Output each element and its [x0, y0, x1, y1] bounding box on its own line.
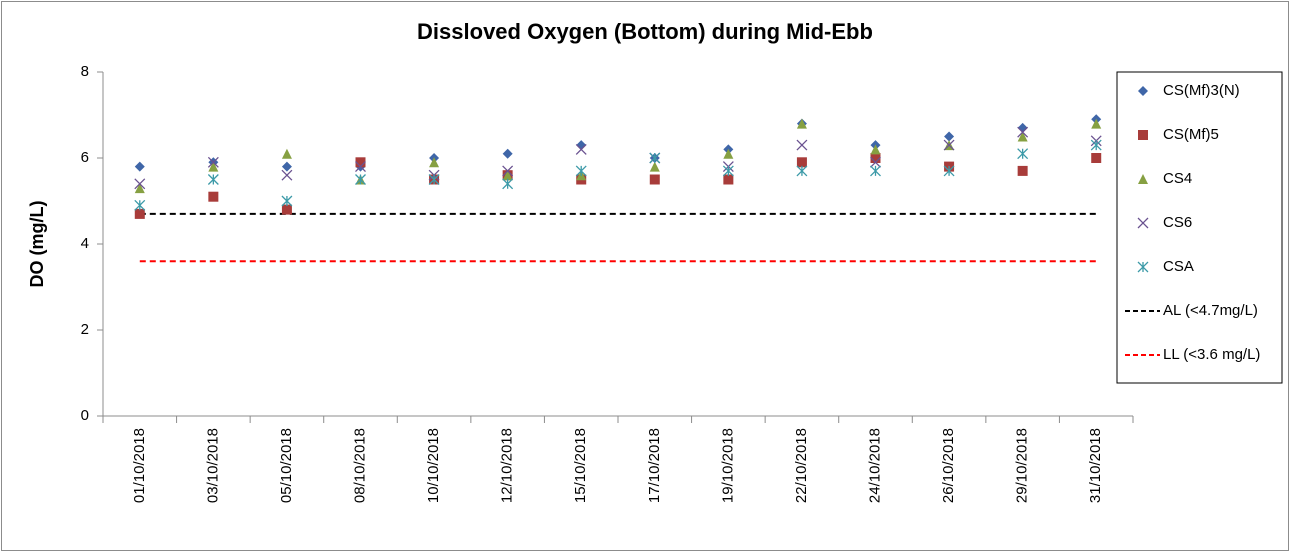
marker-diamond	[944, 131, 955, 142]
x-tick-label: 15/10/2018	[572, 428, 589, 503]
marker-triangle	[134, 183, 145, 194]
marker-square	[1091, 153, 1102, 163]
marker-asterisk	[943, 165, 955, 177]
marker-asterisk	[281, 195, 293, 207]
marker-triangle	[649, 161, 660, 172]
x-tick-label: 10/10/2018	[425, 428, 442, 503]
x-tick-label: 29/10/2018	[1014, 428, 1031, 503]
y-tick-label: 2	[81, 321, 89, 338]
marker-square	[796, 157, 807, 168]
marker-asterisk	[428, 174, 440, 185]
legend-label: CS(Mf)3(N)	[1163, 82, 1240, 99]
marker-triangle	[429, 157, 440, 168]
marker-asterisk	[1017, 148, 1029, 160]
marker-asterisk	[207, 174, 219, 185]
x-tick-label: 31/10/2018	[1087, 428, 1104, 503]
marker-x	[870, 156, 881, 168]
marker-diamond	[134, 161, 145, 172]
marker-x	[575, 143, 587, 155]
marker-square	[208, 191, 219, 202]
marker-asterisk	[649, 152, 661, 164]
marker-triangle	[1017, 131, 1028, 142]
legend-label: CS(Mf)5	[1163, 126, 1219, 143]
chart-title: Dissloved Oxygen (Bottom) during Mid-Ebb	[417, 19, 873, 44]
marker-asterisk	[502, 178, 514, 190]
marker-triangle	[723, 148, 734, 159]
marker-x	[281, 169, 293, 181]
x-tick-label: 17/10/2018	[646, 428, 663, 503]
marker-triangle	[870, 144, 881, 155]
marker-triangle	[502, 170, 513, 181]
x-tick-label: 24/10/2018	[866, 428, 883, 503]
legend-label: AL (<4.7mg/L)	[1163, 302, 1258, 319]
marker-square	[723, 174, 734, 185]
marker-diamond	[1138, 86, 1148, 96]
marker-square	[870, 153, 881, 163]
marker-x	[1137, 217, 1149, 229]
marker-square	[134, 208, 145, 219]
marker-x	[943, 139, 955, 151]
marker-asterisk	[575, 165, 587, 177]
marker-square	[281, 204, 292, 215]
marker-x	[207, 156, 219, 168]
marker-square	[1138, 130, 1148, 140]
marker-triangle	[796, 118, 807, 129]
legend-label: CS4	[1163, 170, 1192, 187]
marker-square	[355, 157, 366, 168]
legend-label: LL (<3.6 mg/L)	[1163, 346, 1260, 363]
marker-asterisk	[1137, 261, 1149, 273]
marker-asterisk	[1090, 139, 1102, 151]
marker-asterisk	[355, 174, 366, 185]
marker-x	[1017, 126, 1029, 138]
legend-label: CSA	[1163, 258, 1194, 275]
y-tick-label: 8	[81, 63, 89, 80]
marker-triangle	[1091, 118, 1102, 129]
marker-triangle	[281, 148, 292, 159]
marker-square	[649, 174, 660, 185]
marker-x	[796, 139, 808, 151]
marker-asterisk	[870, 165, 881, 177]
marker-triangle	[208, 161, 219, 172]
marker-asterisk	[134, 199, 146, 211]
marker-asterisk	[722, 165, 734, 177]
x-tick-label: 19/10/2018	[719, 428, 736, 503]
legend-box	[1116, 71, 1283, 384]
x-tick-label: 01/10/2018	[131, 428, 148, 503]
marker-diamond	[281, 161, 292, 172]
marker-triangle	[1138, 174, 1148, 184]
marker-square	[1017, 165, 1028, 176]
marker-asterisk	[796, 165, 808, 177]
y-tick-label: 6	[81, 149, 89, 166]
y-tick-label: 4	[81, 235, 89, 252]
x-tick-label: 03/10/2018	[204, 428, 221, 503]
legend-label: CS6	[1163, 214, 1192, 231]
y-axis-label: DO (mg/L)	[27, 201, 47, 288]
marker-x	[355, 161, 366, 173]
x-tick-label: 08/10/2018	[351, 428, 368, 503]
marker-x	[502, 165, 514, 177]
x-tick-label: 22/10/2018	[793, 428, 810, 503]
x-tick-label: 26/10/2018	[940, 428, 957, 503]
y-tick-label: 0	[81, 407, 89, 424]
x-tick-label: 12/10/2018	[499, 428, 516, 503]
x-tick-label: 05/10/2018	[278, 428, 295, 503]
marker-x	[134, 178, 146, 190]
marker-diamond	[502, 148, 513, 159]
